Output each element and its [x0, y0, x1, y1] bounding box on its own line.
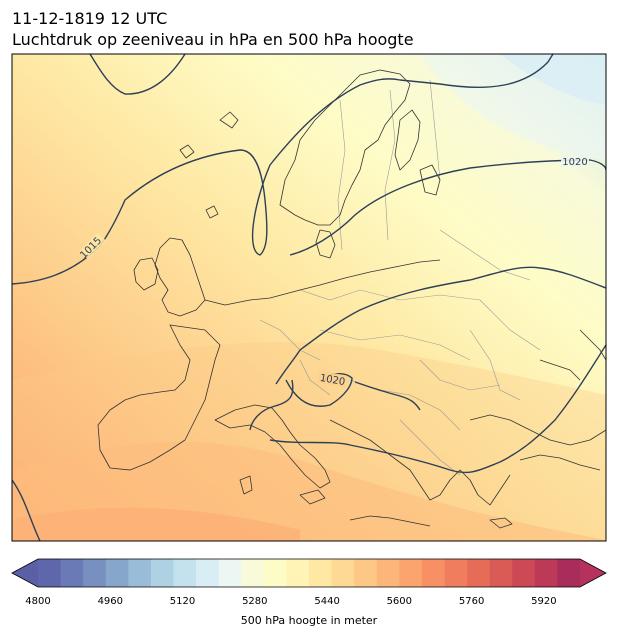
isobar-label: 1020 [562, 157, 587, 168]
country-borders [259, 79, 541, 476]
colorbar-swatch [399, 559, 423, 587]
denmark-coast [315, 229, 336, 259]
colorbar-swatch [83, 559, 107, 587]
isobar-1020-east [275, 266, 606, 385]
island-coast [219, 111, 239, 129]
colorbar-swatch [150, 559, 174, 587]
colorbar-swatch [534, 559, 558, 587]
isobar-corner [12, 479, 41, 541]
crete-coast [489, 517, 513, 529]
ireland-coast [133, 257, 159, 291]
scandinavia-coast [279, 69, 411, 226]
colorbar-tick-label: 5280 [242, 596, 268, 607]
colorbar-tick-label: 5600 [386, 596, 413, 607]
colorbar-extend-high [580, 559, 606, 587]
colorbar-swatch [557, 559, 581, 587]
height-band [500, 54, 606, 105]
colorbar-swatch [309, 559, 332, 587]
coastlines [97, 69, 606, 529]
colorbar [11, 558, 607, 588]
colorbar-outline [11, 558, 607, 588]
colorbar-swatch [331, 559, 355, 587]
colorbar-swatch [218, 559, 242, 587]
colorbar-swatch [421, 559, 445, 587]
colorbar-tick-label: 5760 [458, 596, 485, 607]
colorbar-swatch [196, 559, 220, 587]
colorbar-swatch [105, 559, 129, 587]
colorbar-tick-label: 5120 [169, 596, 196, 607]
colorbar-swatch [444, 559, 468, 587]
balkan-coast [329, 419, 511, 506]
isobar-1020-south [269, 344, 606, 474]
colorbar-tick-label: 4960 [97, 596, 124, 607]
colorbar-swatch [60, 559, 84, 587]
isobar-1020-centre [285, 373, 421, 411]
isobar-label: 1020 [319, 373, 346, 388]
sardinia-coast [239, 475, 253, 495]
island-coast [179, 144, 195, 159]
colorbar-swatch [38, 559, 61, 587]
isobar-1020-north [289, 159, 606, 256]
colorbar-tick-label: 4800 [25, 596, 51, 607]
height-band [12, 507, 300, 541]
colorbar-tick-label: 5920 [531, 596, 557, 607]
map-area: 1015 1020 1020 KNMI [12, 54, 606, 552]
colorbar-swatch [489, 559, 513, 587]
colorbar-swatch [467, 559, 491, 587]
north-africa-coast [349, 515, 431, 527]
gulf-bothnia-coast [394, 109, 421, 171]
map-frame [11, 53, 607, 542]
finland-coast [419, 164, 441, 196]
colorbar-label: 500 hPa hoogte in meter [240, 614, 378, 627]
colorbar-swatch [263, 559, 287, 587]
colorbar-swatch [241, 559, 265, 587]
isobar-1015 [12, 54, 554, 285]
colorbar-extend-low [12, 559, 38, 587]
colorbar-swatch [512, 559, 536, 587]
colorbar-swatch [286, 559, 310, 587]
isobars [12, 54, 606, 541]
map-title: Luchtdruk op zeeniveau in hPa en 500 hPa… [12, 30, 414, 49]
colorbar-swatch [376, 559, 400, 587]
watermark-logo: KNMI [572, 543, 593, 552]
colorbar-swatch [128, 559, 152, 587]
isobar-1020-west [249, 379, 294, 431]
sicily-coast [299, 489, 326, 505]
great-britain-coast [154, 237, 206, 317]
colorbar-swatch [354, 559, 378, 587]
island-coast [205, 205, 219, 219]
colorbar-swatch [173, 559, 197, 587]
isobar-line [89, 54, 186, 95]
map-datetime: 11-12-1819 12 UTC [12, 9, 168, 28]
france-iberia-coast [97, 324, 221, 471]
colorbar-tick-label: 5440 [314, 596, 340, 607]
